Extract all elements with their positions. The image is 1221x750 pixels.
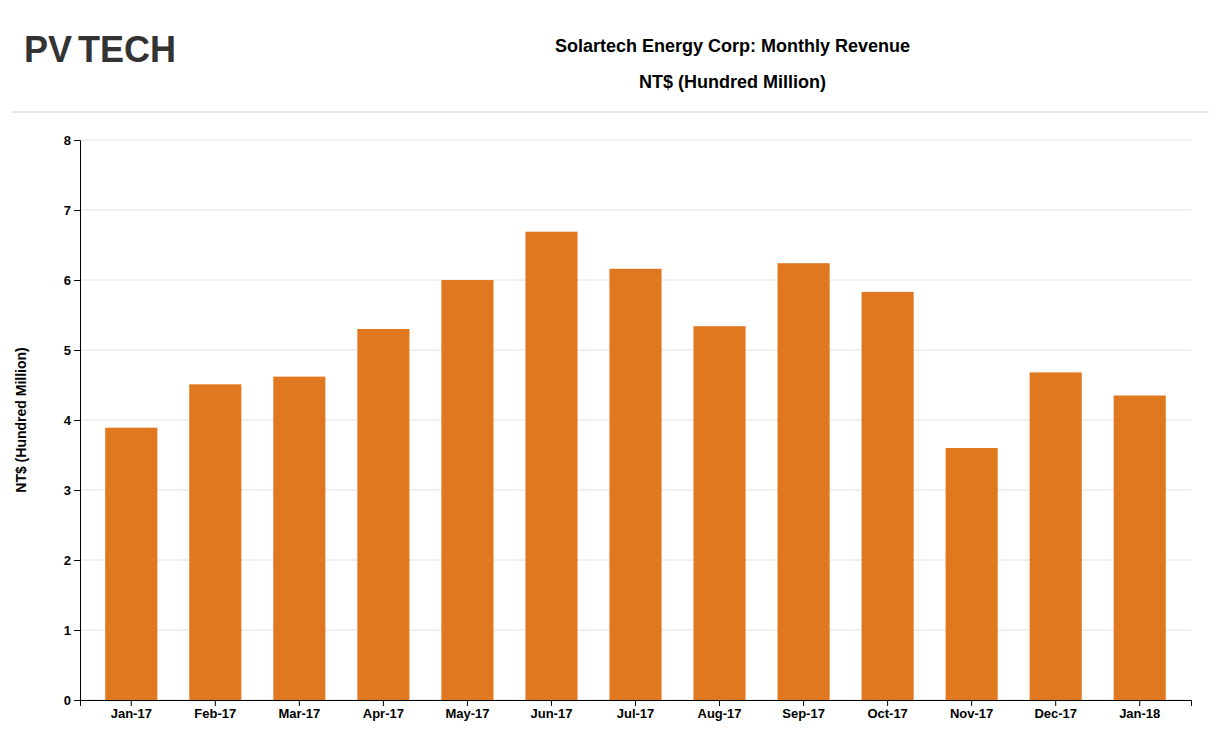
- tick: Oct-17: [867, 700, 907, 721]
- tick-label: Aug-17: [698, 706, 742, 721]
- tick: 6: [64, 273, 80, 288]
- bar: [273, 377, 325, 700]
- tick-label: 8: [64, 133, 71, 148]
- bar: [1030, 372, 1082, 700]
- tick: Jun-17: [531, 700, 573, 721]
- bar: [693, 326, 745, 700]
- tick-label: 0: [64, 693, 71, 708]
- tick-label: Sep-17: [782, 706, 825, 721]
- tick: Aug-17: [698, 700, 742, 721]
- tick-label: Jun-17: [531, 706, 573, 721]
- tick-label: 6: [64, 273, 71, 288]
- tick-label: 5: [64, 343, 71, 358]
- tick: May-17: [445, 700, 489, 721]
- tick-label: Oct-17: [867, 706, 907, 721]
- tick-mark: [74, 280, 80, 281]
- tick-mark: [551, 700, 552, 706]
- bar: [525, 232, 577, 700]
- bar: [609, 269, 661, 700]
- tick-mark: [131, 700, 132, 706]
- annotation: PV: [24, 29, 72, 70]
- tick-label: Jan-18: [1119, 706, 1160, 721]
- tick-label: 2: [64, 553, 71, 568]
- header-annotations: PVTECH: [24, 29, 176, 70]
- tick: Apr-17: [363, 700, 404, 721]
- tick-label: Feb-17: [194, 706, 236, 721]
- tick-label: 7: [64, 203, 71, 218]
- tick-label: 1: [64, 623, 71, 638]
- tick: Sep-17: [782, 700, 825, 721]
- tick-mark: [719, 700, 720, 706]
- tick-mark: [74, 700, 80, 701]
- bars: [105, 232, 1166, 700]
- grid-line: [80, 140, 1191, 141]
- chart: PVTECH Solartech Energy Corp: Monthly Rev…: [0, 0, 1221, 750]
- grid-line: [80, 210, 1191, 211]
- bar: [946, 448, 998, 700]
- tick: 8: [64, 133, 80, 148]
- tick-mark: [467, 700, 468, 706]
- bar: [862, 292, 914, 700]
- tick-label: Jan-17: [111, 706, 152, 721]
- bar: [357, 329, 409, 700]
- tick-label: 4: [64, 413, 72, 428]
- tick: 5: [64, 343, 80, 358]
- tick-mark: [635, 700, 636, 706]
- tick: Jan-17: [111, 700, 152, 721]
- tick: 4: [64, 413, 80, 428]
- tick-mark: [74, 630, 80, 631]
- separator: [12, 112, 1209, 113]
- grid: [80, 140, 1191, 700]
- bar: [441, 280, 493, 700]
- tick-mark: [383, 700, 384, 706]
- tick: Feb-17: [194, 700, 236, 721]
- tick-mark: [215, 700, 216, 706]
- tick-mark: [74, 420, 80, 421]
- y-axis-label: NT$ (Hundred Million): [13, 347, 29, 492]
- tick-mark: [74, 140, 80, 141]
- plot: Jan-17 Feb-17 Mar-17 Apr-17 May-17 Jun-17 Jul-…: [64, 133, 1192, 722]
- tick: 3: [64, 483, 80, 498]
- tick-mark: [74, 560, 80, 561]
- tick-label: Jul-17: [617, 706, 655, 721]
- tick: 2: [64, 553, 80, 568]
- tick-mark: [971, 700, 972, 706]
- tick: 0: [64, 693, 80, 708]
- title: Solartech Energy Corp: Monthly Revenue: [555, 36, 910, 56]
- tick-label: Dec-17: [1034, 706, 1077, 721]
- bar: [189, 384, 241, 700]
- tick-mark: [887, 700, 888, 706]
- tick: Mar-17: [278, 700, 320, 721]
- tick-label: 3: [64, 483, 71, 498]
- annotation: TECH: [78, 29, 176, 70]
- tick: Jul-17: [617, 700, 655, 721]
- axis-line: [74, 141, 81, 701]
- tick: 1: [64, 623, 80, 638]
- bar: [1114, 396, 1166, 701]
- bar: [105, 428, 157, 700]
- tick-label: Nov-17: [950, 706, 993, 721]
- x-axis: Jan-17 Feb-17 Mar-17 Apr-17 May-17 Jun-17 Jul-…: [81, 700, 1192, 721]
- subtitle: NT$ (Hundred Million): [639, 72, 826, 92]
- tick-mark: [1055, 700, 1056, 706]
- tick-label: Apr-17: [363, 706, 404, 721]
- tick-mark: [74, 350, 80, 351]
- tick-mark: [803, 700, 804, 706]
- tick-label: Mar-17: [278, 706, 320, 721]
- y-axis: 0 1 2 3 4 5 6 7 8: [64, 133, 81, 708]
- tick-mark: [74, 490, 80, 491]
- tick: 7: [64, 203, 80, 218]
- tick-mark: [299, 700, 300, 706]
- tick: Jan-18: [1119, 700, 1160, 721]
- tick-mark: [1139, 700, 1140, 706]
- bar: [778, 263, 830, 700]
- tick: Nov-17: [950, 700, 993, 721]
- axis-line: [81, 701, 1192, 707]
- tick-mark: [74, 210, 80, 211]
- tick-label: May-17: [445, 706, 489, 721]
- tick: Dec-17: [1034, 700, 1077, 721]
